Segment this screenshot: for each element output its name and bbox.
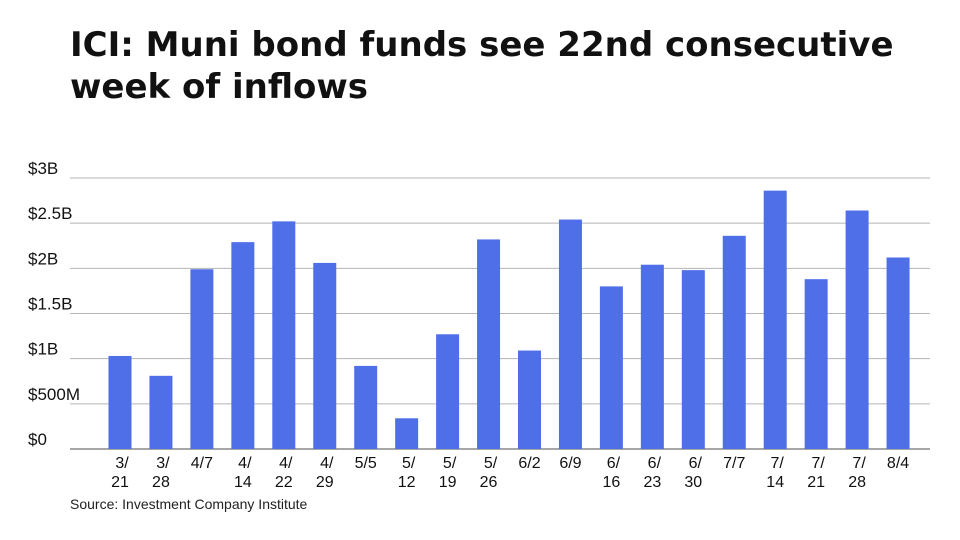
y-tick-label: $1B (28, 340, 58, 359)
x-tick-label: 6/9 (559, 455, 581, 472)
chart-title: ICI: Muni bond funds see 22nd consecutiv… (70, 25, 894, 107)
source-note: Source: Investment Company Institute (70, 496, 308, 512)
bar (845, 210, 869, 449)
bars (108, 190, 910, 449)
x-tick-label: 6/30 (684, 455, 702, 491)
x-tick-label: 7/14 (766, 455, 784, 491)
bar (886, 257, 910, 449)
x-tick-label: 5/26 (480, 455, 498, 491)
y-tick-label: $2.5B (28, 204, 72, 223)
x-tick-label: 5/19 (439, 455, 457, 491)
bar (599, 286, 623, 449)
x-axis-tick-labels: 3/21 3/28 4/7 4/14 4/22 4/29 5/5 5/12 5/19 5/26 6/… (111, 455, 909, 491)
bar (190, 269, 214, 449)
bar (436, 334, 460, 449)
x-tick-label: 6/2 (518, 455, 540, 472)
y-tick-label: $3B (28, 159, 58, 178)
x-tick-label: 5/12 (398, 455, 416, 491)
bar (354, 365, 378, 449)
bar (108, 355, 132, 449)
x-tick-label: 4/22 (275, 455, 293, 491)
x-tick-label: 3/21 (111, 455, 129, 491)
x-tick-label: 6/16 (603, 455, 621, 491)
bar (804, 279, 828, 449)
bar (231, 242, 255, 449)
bar (558, 219, 582, 449)
x-tick-label: 8/4 (887, 455, 909, 472)
y-tick-label: $0 (28, 430, 47, 449)
bar (722, 235, 746, 449)
bar (477, 239, 501, 449)
bar (272, 221, 296, 449)
x-tick-label: 7/7 (723, 455, 745, 472)
bar (518, 350, 541, 449)
x-tick-label: 3/28 (152, 455, 170, 491)
bar (681, 270, 705, 449)
bar (395, 418, 419, 449)
y-axis-tick-labels: $0 $500M $1B $1.5B $2B $2.5B $3B (28, 159, 80, 449)
bar (313, 262, 337, 449)
x-tick-label: 4/29 (316, 455, 334, 491)
y-tick-label: $1.5B (28, 295, 72, 314)
x-tick-label: 7/28 (848, 455, 866, 491)
x-tick-label: 4/14 (234, 455, 252, 491)
x-tick-label: 5/5 (355, 455, 377, 472)
x-tick-label: 4/7 (191, 455, 213, 472)
bar (763, 190, 787, 449)
x-tick-label: 7/21 (807, 455, 825, 491)
y-tick-label: $2B (28, 249, 58, 268)
x-tick-label: 6/23 (643, 455, 661, 491)
bar (149, 375, 173, 449)
bar (640, 264, 664, 449)
y-tick-label: $500M (28, 385, 80, 404)
